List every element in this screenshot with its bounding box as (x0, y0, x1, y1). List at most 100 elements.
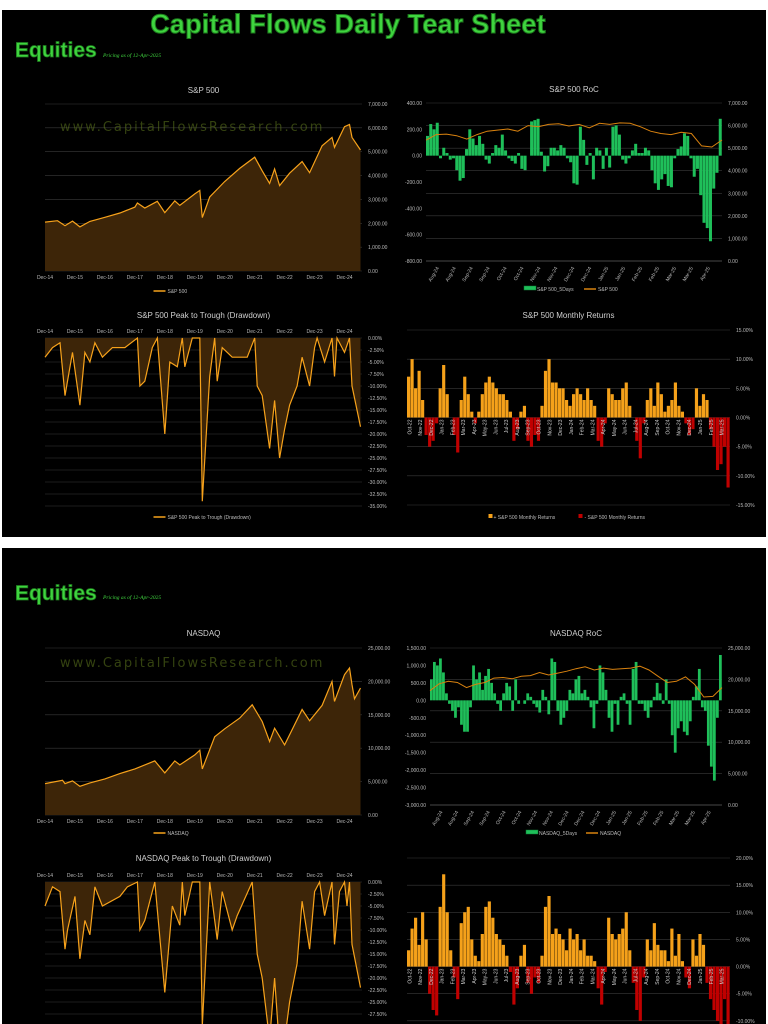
roc-bar (663, 155, 667, 175)
return-bar (659, 394, 663, 418)
x-tick-label: Oct-24 (495, 810, 508, 826)
y-tick-label: -500.00 (409, 716, 426, 722)
series-line (44, 879, 362, 1024)
roc-bar (604, 147, 608, 156)
x-tick-label: Oct-24 (513, 266, 526, 282)
charts-page-1: S&P 500 0.00 1,000.00 2,000.00 3,000.00 4,000… (37, 85, 755, 521)
return-bar (557, 934, 562, 967)
x-tick-label: Feb-25 (636, 810, 649, 827)
roc-bar (703, 700, 707, 711)
roc-bar (505, 682, 509, 701)
roc-bar (507, 155, 511, 159)
y-tick-label: 4,000.00 (368, 174, 388, 180)
chart-title: NASDAQ RoC (550, 629, 602, 638)
x-tick-label: Dec-17 (127, 329, 143, 335)
return-bar (638, 966, 642, 1021)
y-tick-label: -1,000.00 (405, 733, 426, 739)
page-title: Capital Flows Daily Tear Sheet (150, 10, 546, 39)
roc-bar (496, 700, 499, 704)
return-bar (557, 388, 562, 418)
roc-bar (472, 665, 475, 701)
watermark: www.CapitalFlowsResearch.com (60, 120, 325, 135)
roc-bar (547, 700, 551, 715)
roc-bar (643, 147, 647, 156)
return-bar (656, 382, 660, 418)
return-bar (501, 944, 505, 967)
y-tick-label: -15.00% (736, 503, 755, 509)
return-bar (519, 955, 523, 967)
x-tick-label: Apr-24 (601, 968, 607, 983)
roc-bar (610, 700, 614, 732)
x-tick-label: Sep-24 (655, 968, 661, 984)
roc-bar (718, 118, 722, 156)
return-bar (519, 411, 523, 418)
x-tick-label: Mar-24 (590, 419, 596, 435)
roc-bar (511, 700, 515, 711)
return-bar (645, 939, 649, 967)
roc-bar (708, 155, 712, 242)
y-tick-label: 3,000.00 (368, 197, 388, 203)
roc-bar (571, 693, 575, 701)
roc-bar (530, 121, 534, 156)
return-bar (470, 939, 474, 967)
area-fill (45, 882, 361, 1024)
y-tick-label: 0.00% (736, 965, 751, 971)
roc-bar (452, 155, 456, 159)
return-bar (579, 394, 583, 418)
roc-bar (572, 155, 576, 184)
x-tick-label: Feb-25 (631, 266, 644, 283)
roc-bar (718, 654, 722, 701)
y-tick-label: 0.00 (416, 698, 426, 704)
return-bar (572, 939, 576, 967)
return-bar (466, 906, 470, 967)
return-bar (505, 400, 509, 418)
x-tick-label: Dec-22 (277, 819, 293, 825)
x-tick-label: Jan-25 (614, 266, 627, 282)
y-tick-label: 5,000.00 (368, 150, 388, 156)
return-bar (424, 939, 428, 967)
roc-bar (695, 155, 699, 169)
x-tick-label: Sep-23 (526, 968, 532, 984)
roc-bar (457, 700, 460, 708)
roc-bar (676, 700, 680, 729)
return-bar (456, 966, 460, 1000)
roc-bar (689, 155, 693, 159)
return-bar (603, 966, 607, 972)
return-bar (607, 388, 611, 418)
legend-swatch (578, 514, 583, 518)
x-tick-label: Dec-15 (67, 819, 83, 825)
y-tick-label: 15,000.00 (728, 709, 750, 715)
roc-bar (658, 693, 662, 701)
x-tick-label: Dec-18 (157, 873, 173, 879)
roc-bar (575, 155, 579, 185)
x-tick-label: Dec-17 (127, 819, 143, 825)
roc-bar (692, 155, 696, 177)
return-bar (536, 417, 541, 441)
roc-bar (556, 150, 560, 156)
return-bar (705, 966, 709, 983)
return-bar (428, 966, 432, 994)
roc-bar (655, 682, 659, 701)
roc-bar (621, 155, 625, 160)
y-tick-label: -32.50% (368, 492, 387, 498)
roc-bar (565, 700, 569, 711)
return-bar (708, 966, 713, 1000)
return-bar (414, 917, 418, 967)
roc-bar (715, 700, 719, 718)
x-tick-label: Dec-21 (247, 329, 263, 335)
return-bar (638, 417, 642, 459)
x-tick-label: Dec-16 (97, 275, 113, 281)
y-tick-label: 20.00% (736, 856, 754, 862)
x-tick-label: Jan-24 (569, 968, 575, 984)
return-bar (484, 382, 488, 418)
roc-bar (628, 700, 632, 725)
series-line (44, 123, 361, 228)
return-bar (526, 966, 530, 983)
y-tick-label: 25,000.00 (368, 646, 390, 652)
y-tick-label: -17.50% (368, 420, 387, 426)
y-tick-label: 6,000.00 (728, 124, 748, 130)
return-bar (680, 961, 685, 967)
return-bar (491, 917, 495, 967)
x-tick-label: Jan-25 (698, 968, 704, 984)
return-bar (575, 934, 579, 967)
